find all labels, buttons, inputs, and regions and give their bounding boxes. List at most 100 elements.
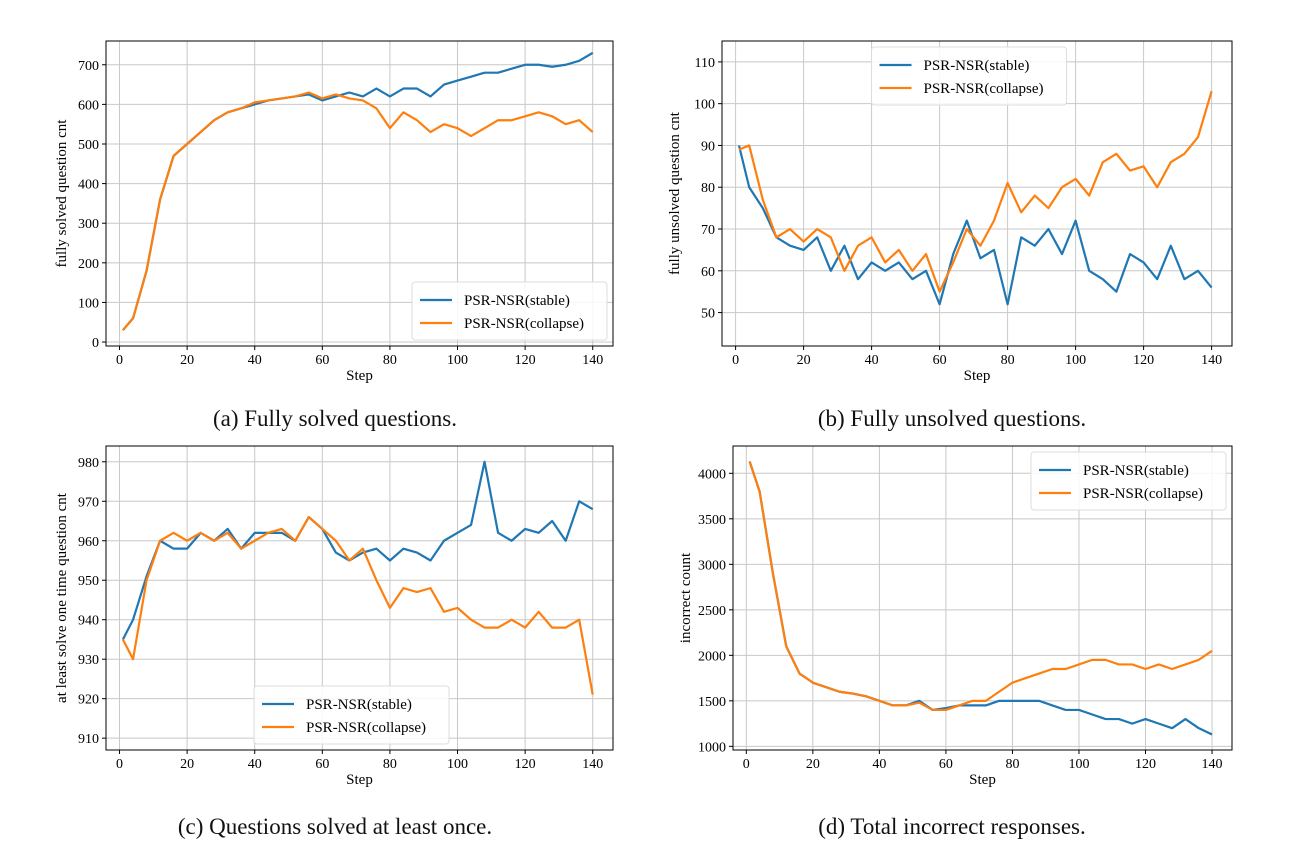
- x-tick-label: 40: [872, 757, 886, 772]
- x-tick-label: 100: [1068, 757, 1089, 772]
- x-tick-label: 100: [447, 757, 468, 772]
- y-tick-label: 980: [78, 456, 99, 471]
- x-tick-label: 140: [1201, 353, 1222, 368]
- series-line-stable: [737, 145, 1213, 306]
- y-tick-label: 700: [78, 59, 99, 74]
- y-tick-label: 0: [92, 336, 99, 351]
- series-line-collapse: [121, 515, 594, 695]
- y-tick-label: 60: [701, 265, 715, 280]
- x-tick-label: 100: [447, 353, 468, 368]
- y-tick-label: 3500: [698, 513, 726, 528]
- axes-frame: [721, 40, 1233, 347]
- y-axis-label: fully unsolved question cnt: [667, 111, 683, 275]
- x-tick-label: 60: [933, 353, 947, 368]
- caption-a: (a) Fully solved questions.: [212, 406, 458, 431]
- y-tick-label: 1500: [698, 695, 726, 710]
- x-tick-label: 120: [1135, 757, 1156, 772]
- legend: PSR-NSR(stable) PSR-NSR(collapse): [1030, 451, 1227, 511]
- legend: PSR-NSR(stable) PSR-NSR(collapse): [411, 281, 608, 341]
- x-tick-label: 140: [582, 757, 603, 772]
- y-tick-label: 2000: [698, 649, 726, 664]
- x-tick-label: 20: [797, 353, 811, 368]
- y-tick-label: 2500: [698, 604, 726, 619]
- y-axis-label: fully solved question cnt: [54, 119, 70, 268]
- y-tick-label: 940: [78, 614, 99, 629]
- x-tick-label: 0: [116, 757, 123, 772]
- series-line-collapse: [748, 461, 1213, 712]
- subplot-c: 0 20 40 60 80 100 120 140 910 920 930 940 950 960 970 9…: [54, 445, 614, 788]
- legend-label: PSR-NSR(collapse): [306, 720, 426, 736]
- x-tick-label: 80: [1005, 757, 1019, 772]
- legend-label: PSR-NSR(collapse): [924, 81, 1044, 97]
- legend-label: PSR-NSR(collapse): [1083, 486, 1203, 502]
- x-tick-label: 0: [743, 757, 750, 772]
- subplot-d: 0 20 40 60 80 100 120 140 1000 1500 2000 2500 3000 35…: [678, 445, 1233, 788]
- caption-c: (c) Questions solved at least once.: [177, 814, 493, 839]
- x-axis-label: Step: [346, 772, 373, 788]
- series-line-stable: [121, 460, 594, 640]
- y-tick-label: 970: [78, 495, 99, 510]
- legend-label: PSR-NSR(collapse): [464, 316, 584, 332]
- y-tick-label: 80: [701, 181, 715, 196]
- x-tick-label: 60: [939, 757, 953, 772]
- y-tick-label: 400: [78, 178, 99, 193]
- x-tick-label: 80: [383, 757, 397, 772]
- legend-box: [871, 46, 1067, 106]
- legend-box: [1030, 451, 1227, 511]
- legend-box: [253, 685, 450, 745]
- y-tick-label: 500: [78, 138, 99, 153]
- x-tick-label: 140: [1202, 757, 1223, 772]
- x-axis-label: Step: [346, 368, 373, 384]
- x-tick-label: 0: [116, 353, 123, 368]
- x-tick-label: 40: [865, 353, 879, 368]
- subplot-a: 0 20 40 60 80 100 120 140 0 100 200 300 400 500 600 700…: [54, 40, 614, 384]
- y-axis-label: incorrect count: [678, 552, 694, 643]
- series-line-collapse: [738, 90, 1213, 293]
- legend: PSR-NSR(stable) PSR-NSR(collapse): [253, 685, 450, 745]
- caption-b: (b) Fully unsolved questions.: [817, 406, 1087, 431]
- y-tick-label: 1000: [698, 740, 726, 755]
- y-tick-label: 4000: [698, 467, 726, 482]
- legend-label: PSR-NSR(stable): [464, 293, 570, 309]
- y-tick-label: 100: [694, 98, 715, 113]
- y-tick-label: 960: [78, 535, 99, 550]
- y-tick-label: 950: [78, 574, 99, 589]
- legend-label: PSR-NSR(stable): [924, 58, 1030, 74]
- x-tick-label: 120: [515, 757, 536, 772]
- x-tick-label: 80: [1001, 353, 1015, 368]
- y-tick-label: 920: [78, 693, 99, 708]
- y-tick-label: 90: [701, 139, 715, 154]
- x-tick-label: 20: [180, 353, 194, 368]
- y-tick-label: 110: [695, 56, 715, 71]
- x-tick-label: 120: [515, 353, 536, 368]
- y-tick-label: 300: [78, 217, 99, 232]
- x-tick-label: 100: [1065, 353, 1086, 368]
- x-tick-label: 20: [180, 757, 194, 772]
- y-axis-label: at least solve one time question cnt: [54, 492, 70, 703]
- y-tick-label: 200: [78, 257, 99, 272]
- x-tick-label: 40: [248, 353, 262, 368]
- x-tick-label: 120: [1133, 353, 1154, 368]
- legend-box: [411, 281, 608, 341]
- x-tick-label: 140: [582, 353, 603, 368]
- x-tick-label: 40: [248, 757, 262, 772]
- y-tick-label: 50: [701, 307, 715, 322]
- x-axis-label: Step: [969, 772, 996, 788]
- legend: PSR-NSR(stable) PSR-NSR(collapse): [871, 46, 1067, 106]
- y-tick-label: 930: [78, 653, 99, 668]
- legend-label: PSR-NSR(stable): [306, 697, 412, 713]
- series-line-collapse: [122, 91, 594, 331]
- x-tick-label: 0: [732, 353, 739, 368]
- x-tick-label: 20: [806, 757, 820, 772]
- legend-label: PSR-NSR(stable): [1083, 463, 1189, 479]
- y-tick-label: 600: [78, 98, 99, 113]
- x-tick-label: 60: [315, 353, 329, 368]
- x-tick-label: 80: [383, 353, 397, 368]
- y-tick-label: 910: [78, 732, 99, 747]
- caption-d: (d) Total incorrect responses.: [818, 814, 1086, 839]
- axes-frame: [732, 445, 1233, 751]
- subplot-b: 0 20 40 60 80 100 120 140 50 60 70 80 90 100 110 Step fu…: [667, 40, 1233, 384]
- axes-frame: [105, 445, 614, 751]
- x-axis-label: Step: [964, 368, 991, 384]
